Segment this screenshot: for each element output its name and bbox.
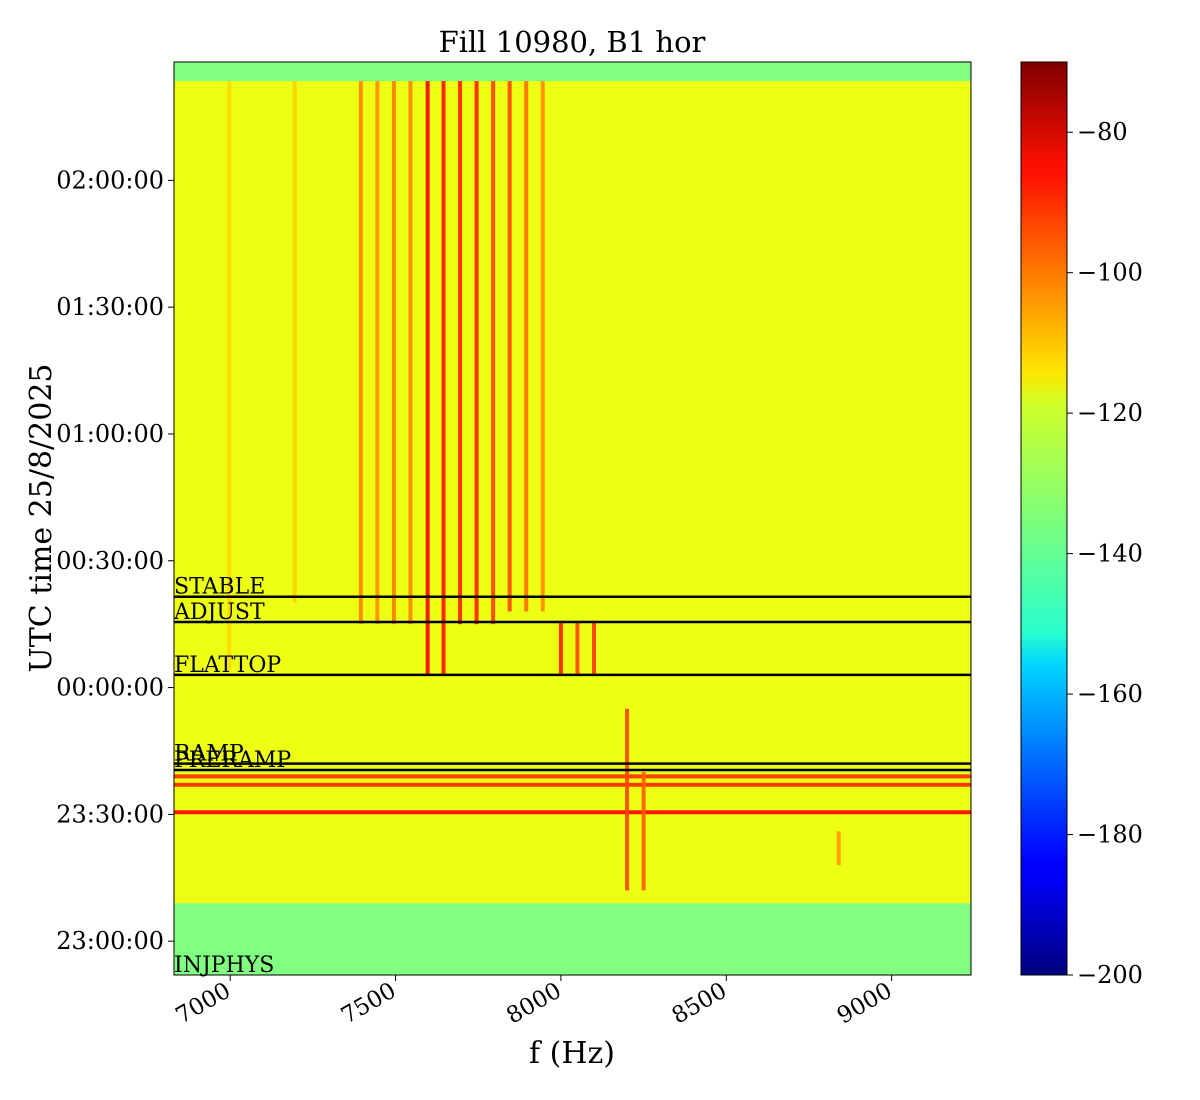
- colorbar-gradient: [1020, 61, 1068, 976]
- horizontal-feature: [174, 810, 971, 815]
- heatmap: [174, 62, 971, 975]
- colorbar-tick-label: −120: [1077, 399, 1143, 427]
- colorbar-tick-label: −180: [1077, 821, 1143, 849]
- background-band: [174, 62, 971, 82]
- vertical-line: [474, 81, 479, 625]
- y-tick-label: 02:00:00: [56, 166, 164, 194]
- phase-label: STABLE: [174, 575, 265, 600]
- y-tick-label: 23:30:00: [56, 800, 164, 828]
- phase-label: INJPHYS: [174, 953, 274, 978]
- vertical-line: [391, 81, 396, 625]
- vertical-line: [358, 81, 363, 625]
- vertical-line: [836, 831, 841, 866]
- vertical-line: [591, 622, 596, 675]
- y-tick-label: 01:00:00: [56, 420, 164, 448]
- vertical-line: [540, 81, 545, 612]
- vertical-line: [524, 81, 529, 612]
- vertical-line: [408, 81, 413, 625]
- horizontal-feature: [174, 782, 971, 787]
- phase-label: ADJUST: [173, 600, 265, 625]
- y-tick-label: 23:00:00: [56, 927, 164, 955]
- x-tick-label: 8000: [502, 978, 566, 1030]
- vertical-line: [641, 772, 646, 891]
- x-tick-label: 8500: [668, 978, 732, 1030]
- colorbar-tick-label: −200: [1077, 961, 1143, 989]
- vertical-line: [575, 622, 580, 675]
- vertical-line: [558, 622, 563, 675]
- vertical-line: [458, 81, 463, 625]
- colorbar: −80 −100 −120 −140 −160 −180 −200: [1020, 61, 1143, 989]
- horizontal-feature: [174, 774, 971, 779]
- phase-label: PRERAMP: [174, 748, 291, 773]
- y-tick-label: 01:30:00: [56, 293, 164, 321]
- x-axis: 7000 7500 8000 8500 9000: [172, 975, 897, 1029]
- y-axis: 23:00:00 23:30:00 00:00:00 00:30:00 01:00:00…: [56, 166, 174, 955]
- colorbar-tick-label: −140: [1077, 540, 1143, 568]
- vertical-line: [625, 708, 630, 891]
- vertical-line: [441, 81, 446, 675]
- y-axis-label: UTC time 25/8/2025: [24, 364, 59, 673]
- background-band: [174, 81, 971, 904]
- chart-title: Fill 10980, B1 hor: [439, 25, 706, 59]
- background-band: [174, 903, 971, 975]
- x-tick-label: 7000: [172, 978, 236, 1030]
- vertical-line: [425, 81, 430, 675]
- vertical-line: [375, 81, 380, 625]
- x-axis-label: f (Hz): [529, 1036, 615, 1071]
- y-tick-label: 00:00:00: [56, 674, 164, 702]
- vertical-line: [491, 81, 496, 625]
- plot-frame: [173, 61, 972, 976]
- colorbar-tick-label: −100: [1077, 259, 1143, 287]
- y-tick-label: 00:30:00: [56, 547, 164, 575]
- x-tick-label: 9000: [833, 978, 897, 1030]
- vertical-line: [292, 81, 297, 604]
- vertical-line: [227, 81, 232, 671]
- colorbar-tick-label: −160: [1077, 680, 1143, 708]
- colorbar-ticks: −80 −100 −120 −140 −160 −180 −200: [1067, 118, 1143, 989]
- colorbar-tick-label: −80: [1077, 118, 1128, 146]
- vertical-line: [507, 81, 512, 612]
- x-tick-label: 7500: [337, 978, 401, 1030]
- phase-label: FLATTOP: [174, 653, 281, 678]
- phase-label: RAMP: [174, 742, 244, 767]
